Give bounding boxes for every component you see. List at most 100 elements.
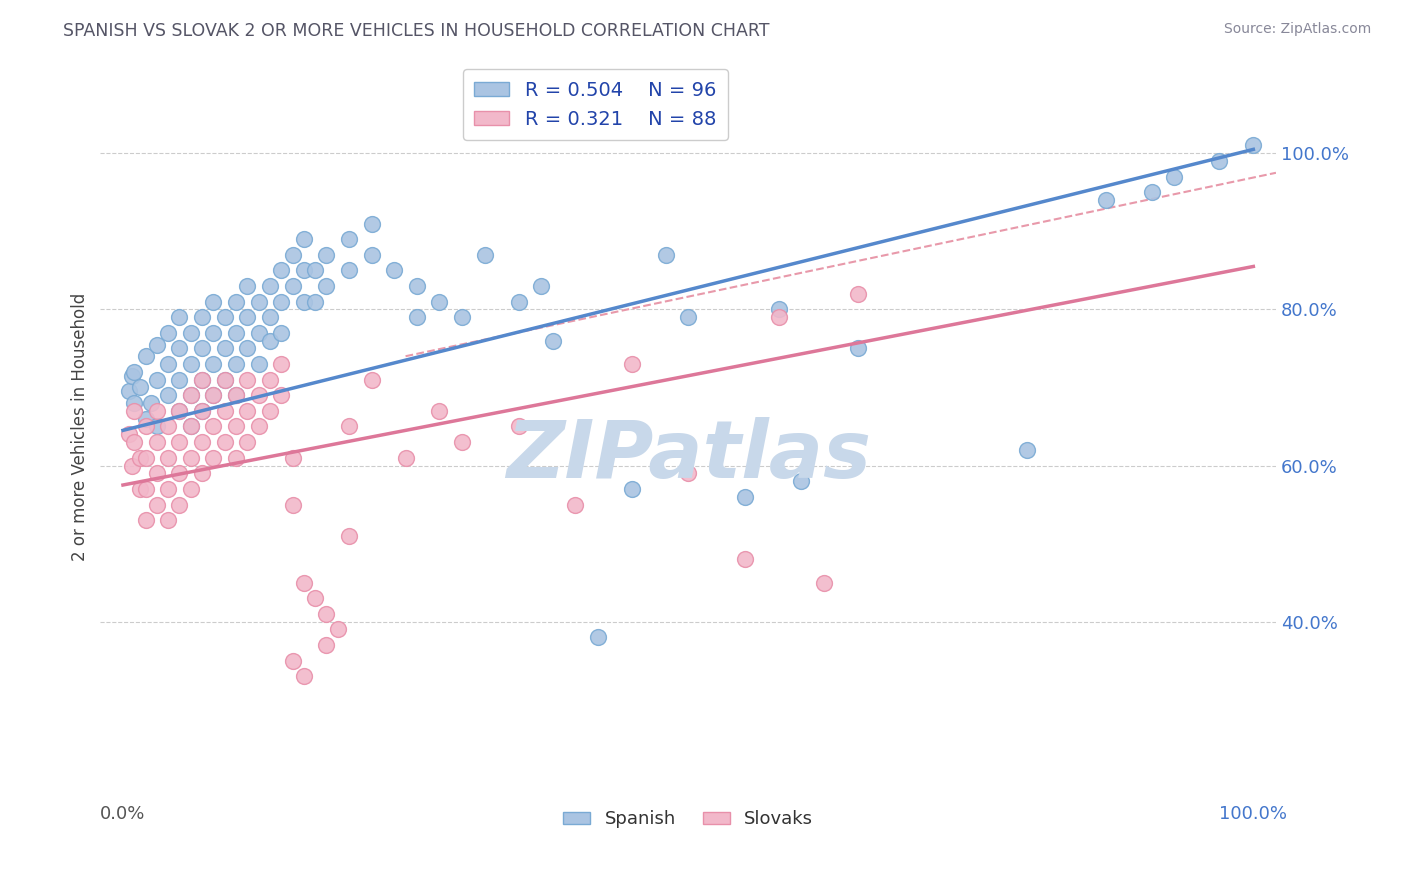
Point — [225, 388, 247, 402]
Point — [157, 513, 180, 527]
Point — [225, 450, 247, 465]
Point — [259, 334, 281, 348]
Point — [247, 357, 270, 371]
Point — [180, 450, 202, 465]
Point — [734, 552, 756, 566]
Point — [225, 419, 247, 434]
Point — [292, 232, 315, 246]
Point — [191, 373, 214, 387]
Point — [169, 310, 191, 325]
Point — [281, 450, 304, 465]
Point — [281, 498, 304, 512]
Point — [129, 482, 152, 496]
Point — [768, 302, 790, 317]
Point — [304, 263, 326, 277]
Point — [169, 373, 191, 387]
Point — [180, 419, 202, 434]
Point — [191, 342, 214, 356]
Point — [360, 373, 382, 387]
Point — [247, 294, 270, 309]
Point — [202, 388, 225, 402]
Point — [202, 450, 225, 465]
Point — [225, 326, 247, 340]
Point — [121, 368, 143, 383]
Point — [247, 419, 270, 434]
Point — [225, 357, 247, 371]
Point — [169, 404, 191, 418]
Point — [530, 279, 553, 293]
Point — [790, 474, 813, 488]
Point — [337, 419, 360, 434]
Point — [281, 248, 304, 262]
Point — [270, 326, 292, 340]
Point — [169, 435, 191, 450]
Point — [191, 435, 214, 450]
Point — [146, 337, 169, 351]
Point — [202, 357, 225, 371]
Point — [191, 404, 214, 418]
Point — [214, 435, 236, 450]
Text: Source: ZipAtlas.com: Source: ZipAtlas.com — [1223, 22, 1371, 37]
Point — [360, 217, 382, 231]
Point — [813, 575, 835, 590]
Point — [135, 482, 157, 496]
Point — [259, 404, 281, 418]
Point — [676, 467, 699, 481]
Point — [191, 467, 214, 481]
Point — [270, 263, 292, 277]
Point — [180, 419, 202, 434]
Point — [225, 388, 247, 402]
Point — [1241, 138, 1264, 153]
Point — [451, 435, 474, 450]
Point — [846, 286, 869, 301]
Point — [202, 419, 225, 434]
Point — [157, 357, 180, 371]
Point — [315, 279, 337, 293]
Point — [202, 326, 225, 340]
Point — [541, 334, 564, 348]
Point — [620, 482, 643, 496]
Point — [304, 591, 326, 606]
Point — [259, 373, 281, 387]
Point — [180, 357, 202, 371]
Point — [451, 310, 474, 325]
Point — [214, 310, 236, 325]
Point — [405, 310, 427, 325]
Legend: Spanish, Slovaks: Spanish, Slovaks — [555, 803, 821, 836]
Point — [236, 342, 259, 356]
Point — [236, 310, 259, 325]
Point — [157, 482, 180, 496]
Point — [768, 310, 790, 325]
Point — [121, 458, 143, 473]
Point — [281, 279, 304, 293]
Point — [315, 607, 337, 621]
Point — [270, 388, 292, 402]
Point — [337, 263, 360, 277]
Text: ZIPatlas: ZIPatlas — [506, 417, 870, 495]
Point — [270, 357, 292, 371]
Point — [429, 404, 451, 418]
Point — [146, 435, 169, 450]
Point — [146, 404, 169, 418]
Point — [157, 388, 180, 402]
Point — [474, 248, 496, 262]
Text: 100.0%: 100.0% — [1219, 805, 1288, 823]
Point — [1017, 442, 1039, 457]
Point — [508, 294, 530, 309]
Y-axis label: 2 or more Vehicles in Household: 2 or more Vehicles in Household — [72, 293, 89, 560]
Point — [292, 263, 315, 277]
Point — [236, 404, 259, 418]
Point — [394, 450, 416, 465]
Point — [214, 342, 236, 356]
Point — [214, 373, 236, 387]
Point — [146, 373, 169, 387]
Point — [315, 248, 337, 262]
Point — [1208, 154, 1230, 169]
Text: SPANISH VS SLOVAK 2 OR MORE VEHICLES IN HOUSEHOLD CORRELATION CHART: SPANISH VS SLOVAK 2 OR MORE VEHICLES IN … — [63, 22, 769, 40]
Point — [191, 373, 214, 387]
Point — [1140, 186, 1163, 200]
Point — [202, 388, 225, 402]
Point — [135, 411, 157, 425]
Point — [270, 294, 292, 309]
Point — [135, 513, 157, 527]
